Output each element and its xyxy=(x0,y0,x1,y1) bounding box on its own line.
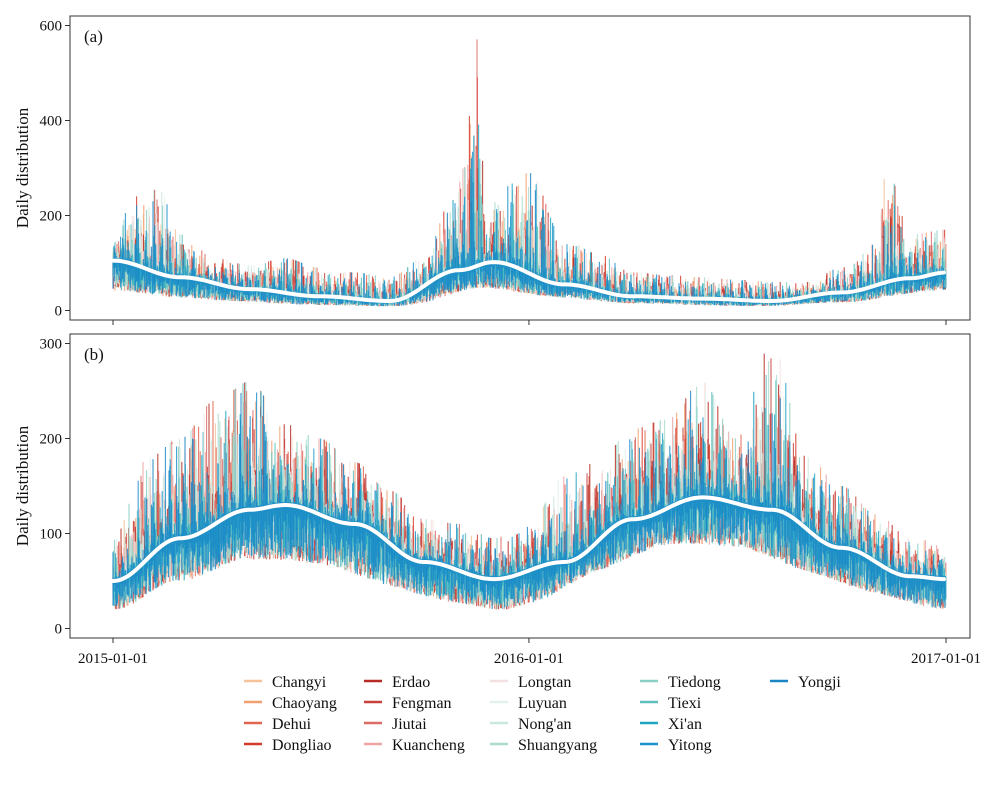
legend-label: Tiedong xyxy=(668,674,721,691)
y-tick-label: 300 xyxy=(40,337,63,353)
legend-label: Jiutai xyxy=(392,716,427,733)
y-axis-title: Daily distribution xyxy=(13,107,32,228)
legend-item: Chaoyang xyxy=(244,695,337,712)
legend-item: Fengman xyxy=(364,695,452,712)
legend: Changyi Chaoyang Dehui Dongliao Erdao Fengman… xyxy=(244,674,841,754)
legend-item: Luyuan xyxy=(490,695,567,712)
legend-label: Luyuan xyxy=(518,695,567,712)
legend-item: Yitong xyxy=(640,737,712,754)
legend-item: Dongliao xyxy=(244,737,332,754)
legend-label: Fengman xyxy=(392,695,452,712)
y-tick-label: 200 xyxy=(40,209,63,225)
panel-label: (a) xyxy=(84,27,103,46)
x-tick-label: 2017-01-01 xyxy=(911,651,981,667)
y-tick-label: 0 xyxy=(55,304,63,320)
y-tick-label: 200 xyxy=(40,432,63,448)
legend-item: Dehui xyxy=(244,716,312,733)
y-axis-title: Daily distribution xyxy=(13,425,32,546)
legend-label: Kuancheng xyxy=(392,737,465,754)
x-tick-label: 2016-01-01 xyxy=(494,651,564,667)
legend-label: Tiexi xyxy=(668,695,702,712)
legend-item: Longtan xyxy=(490,674,571,691)
panel-a: 0 200 400 600 (a) Daily distribution xyxy=(13,15,971,325)
panel-label: (b) xyxy=(84,345,104,364)
legend-item: Shuangyang xyxy=(490,737,597,754)
legend-item: Nong'an xyxy=(490,716,572,733)
panel-b: 0 100 200 300 2015-01-01 2016-01-01 2017-01-01… xyxy=(13,333,981,667)
legend-label: Shuangyang xyxy=(518,737,597,754)
legend-item: Kuancheng xyxy=(364,737,465,754)
legend-item: Tiedong xyxy=(640,674,721,691)
y-tick-label: 100 xyxy=(40,527,63,543)
legend-item: Erdao xyxy=(364,674,430,691)
y-tick-label: 0 xyxy=(55,622,63,638)
legend-item: Changyi xyxy=(244,674,327,691)
legend-label: Xi'an xyxy=(668,716,702,733)
legend-label: Dongliao xyxy=(272,737,332,754)
legend-label: Nong'an xyxy=(518,716,572,733)
x-tick-label: 2015-01-01 xyxy=(78,651,148,667)
legend-label: Yitong xyxy=(668,737,712,754)
legend-label: Dehui xyxy=(272,716,312,733)
legend-label: Changyi xyxy=(272,674,327,691)
legend-item: Tiexi xyxy=(640,695,702,712)
legend-item: Jiutai xyxy=(364,716,427,733)
legend-label: Yongji xyxy=(798,674,841,691)
legend-label: Chaoyang xyxy=(272,695,337,712)
legend-item: Yongji xyxy=(770,674,841,691)
legend-label: Longtan xyxy=(518,674,571,691)
legend-label: Erdao xyxy=(392,674,430,691)
trend-line xyxy=(111,495,946,583)
y-tick-label: 600 xyxy=(40,19,63,35)
y-tick-label: 400 xyxy=(40,114,63,130)
legend-item: Xi'an xyxy=(640,716,702,733)
trend-line xyxy=(111,258,946,303)
